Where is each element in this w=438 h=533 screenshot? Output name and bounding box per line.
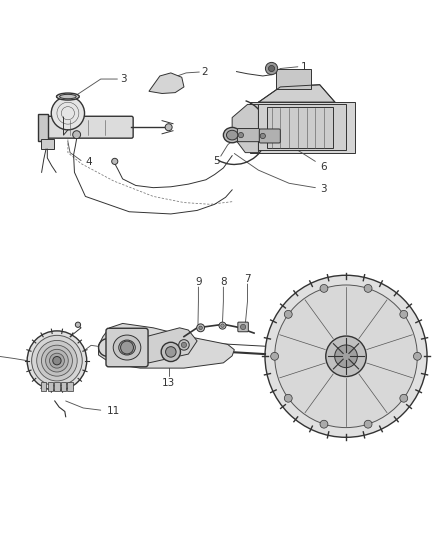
Circle shape: [53, 357, 61, 365]
FancyBboxPatch shape: [258, 104, 346, 150]
Circle shape: [32, 335, 82, 386]
FancyBboxPatch shape: [267, 107, 333, 148]
Circle shape: [161, 342, 180, 361]
Text: 11: 11: [107, 407, 120, 416]
Circle shape: [73, 131, 81, 139]
Circle shape: [268, 66, 275, 71]
Circle shape: [260, 133, 265, 139]
Circle shape: [166, 346, 176, 357]
Circle shape: [326, 336, 366, 376]
Circle shape: [112, 158, 118, 165]
FancyBboxPatch shape: [276, 69, 311, 89]
FancyBboxPatch shape: [41, 382, 46, 391]
Text: 3: 3: [320, 184, 327, 195]
Ellipse shape: [113, 335, 141, 360]
Circle shape: [120, 341, 134, 354]
Circle shape: [219, 322, 226, 329]
FancyBboxPatch shape: [61, 382, 66, 391]
Ellipse shape: [223, 127, 241, 143]
Ellipse shape: [226, 130, 238, 140]
Text: 13: 13: [162, 377, 175, 387]
FancyBboxPatch shape: [41, 140, 54, 149]
FancyBboxPatch shape: [67, 382, 73, 391]
Text: 3: 3: [120, 74, 127, 84]
Circle shape: [181, 342, 187, 348]
Polygon shape: [138, 328, 197, 363]
Text: 8: 8: [220, 277, 227, 287]
Text: 6: 6: [320, 161, 327, 172]
Circle shape: [165, 124, 172, 131]
FancyBboxPatch shape: [106, 328, 148, 367]
Text: 12: 12: [66, 350, 79, 360]
Circle shape: [400, 394, 408, 402]
Polygon shape: [149, 73, 184, 93]
Polygon shape: [232, 104, 258, 152]
Circle shape: [400, 310, 408, 318]
Circle shape: [37, 341, 77, 381]
Circle shape: [284, 310, 292, 318]
Circle shape: [51, 96, 85, 130]
Circle shape: [284, 394, 292, 402]
Circle shape: [413, 352, 421, 360]
FancyBboxPatch shape: [48, 382, 53, 391]
Circle shape: [221, 324, 224, 327]
Circle shape: [265, 62, 278, 75]
Circle shape: [265, 275, 427, 437]
Circle shape: [49, 353, 64, 368]
Text: 2: 2: [201, 67, 208, 77]
Circle shape: [320, 420, 328, 428]
FancyBboxPatch shape: [38, 114, 48, 141]
Polygon shape: [99, 324, 234, 368]
Text: 1: 1: [301, 62, 308, 72]
Circle shape: [275, 285, 417, 427]
Circle shape: [75, 322, 81, 327]
Circle shape: [320, 285, 328, 292]
Circle shape: [238, 133, 244, 138]
FancyBboxPatch shape: [238, 322, 248, 332]
Circle shape: [179, 340, 189, 350]
Circle shape: [364, 285, 372, 292]
Circle shape: [364, 420, 372, 428]
Text: 5: 5: [213, 156, 220, 166]
FancyBboxPatch shape: [54, 382, 60, 391]
FancyBboxPatch shape: [237, 128, 260, 142]
Circle shape: [271, 352, 279, 360]
Text: 7: 7: [244, 274, 251, 284]
Ellipse shape: [119, 340, 135, 355]
Text: 9: 9: [195, 277, 202, 287]
Circle shape: [27, 331, 87, 391]
Circle shape: [46, 349, 68, 372]
Text: 4: 4: [85, 157, 92, 167]
Circle shape: [199, 326, 202, 329]
FancyBboxPatch shape: [250, 102, 355, 152]
FancyBboxPatch shape: [259, 129, 280, 143]
Circle shape: [42, 345, 72, 376]
Ellipse shape: [57, 93, 79, 100]
Polygon shape: [258, 85, 335, 102]
Ellipse shape: [60, 94, 76, 99]
Circle shape: [240, 324, 246, 329]
Circle shape: [197, 324, 205, 332]
Circle shape: [335, 345, 357, 368]
FancyBboxPatch shape: [44, 116, 133, 138]
